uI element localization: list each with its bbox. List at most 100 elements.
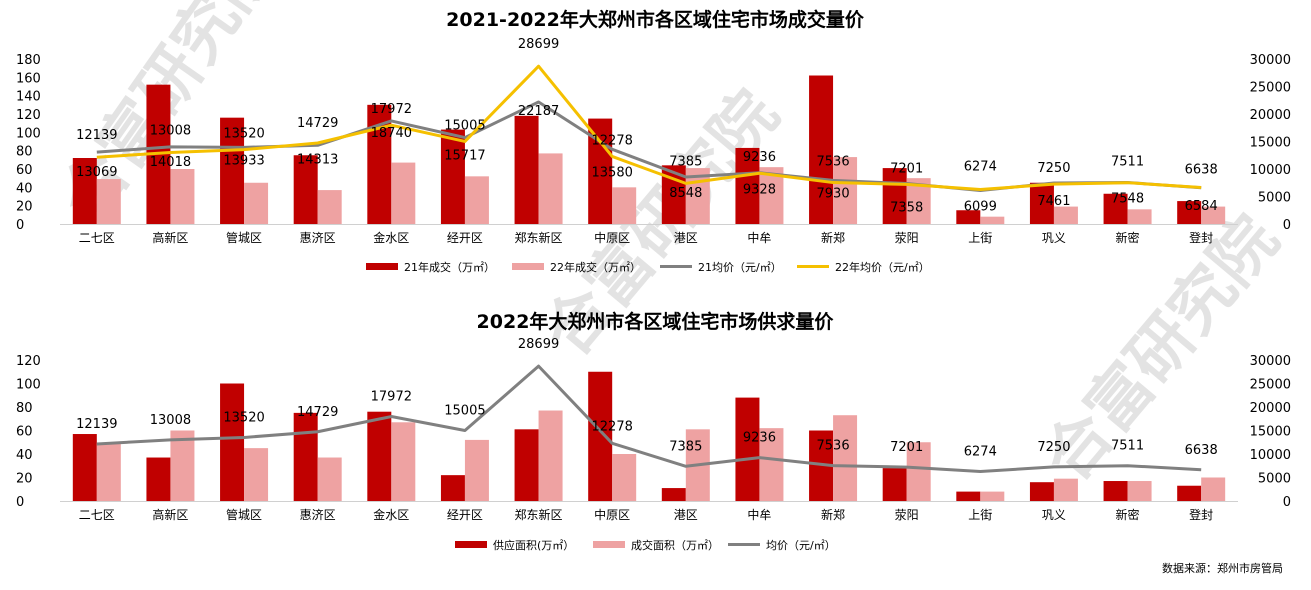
y-tick-label: 100 xyxy=(16,378,41,393)
chart-title: 2022年大郑州市各区域住宅市场供求量价 xyxy=(477,310,835,333)
category-label: 高新区 xyxy=(152,230,188,245)
legend-swatch-bar xyxy=(512,263,544,270)
category-label: 荥阳 xyxy=(895,231,919,245)
bar-dark xyxy=(293,155,318,224)
data-label-upper: 13008 xyxy=(150,123,191,138)
bar-light xyxy=(538,153,563,224)
category-label: 新密 xyxy=(1116,230,1140,245)
bar-dark xyxy=(1029,482,1054,501)
data-label-lower: 7930 xyxy=(817,186,850,201)
y2-tick-label: 20000 xyxy=(1250,401,1291,416)
data-label-lower: 6099 xyxy=(964,199,997,214)
legend-swatch-bar xyxy=(366,263,398,270)
data-label-upper: 7511 xyxy=(1111,439,1144,454)
data-label-upper: 6638 xyxy=(1185,162,1218,177)
bar-light xyxy=(833,415,858,501)
data-label-upper: 7250 xyxy=(1037,161,1070,176)
data-label-lower: 6584 xyxy=(1185,199,1218,214)
bar-light xyxy=(980,491,1005,501)
bar-dark xyxy=(1103,481,1128,501)
y2-tick-label: 0 xyxy=(1283,218,1291,233)
bar-dark xyxy=(367,411,392,501)
lower-chart: 0 20 40 60 80 100 120 0 5000 10000 15000 20000 25000… xyxy=(16,337,1291,552)
bar-light xyxy=(833,157,858,224)
y-tick-label: 0 xyxy=(16,495,24,510)
y-tick-label: 180 xyxy=(16,53,41,68)
category-label: 港区 xyxy=(674,231,698,245)
bar-dark xyxy=(514,429,539,501)
category-label: 经开区 xyxy=(447,231,483,245)
category-label: 中原区 xyxy=(594,230,630,245)
category-label: 新郑 xyxy=(821,507,845,522)
data-label-lower: 8548 xyxy=(669,186,702,201)
category-label: 中原区 xyxy=(594,507,630,522)
legend-label: 22年成交（万㎡） xyxy=(550,260,641,274)
bar-dark xyxy=(956,491,981,501)
legend-label: 21均价（元/㎡） xyxy=(698,261,782,274)
category-label: 经开区 xyxy=(447,508,483,522)
data-label-lower: 13069 xyxy=(76,165,117,180)
category-label: 郑东新区 xyxy=(515,507,563,522)
y2-tick-label: 30000 xyxy=(1250,53,1291,68)
y-tick-label: 140 xyxy=(16,90,41,105)
y-tick-label: 40 xyxy=(16,448,33,463)
y2-tick-label: 5000 xyxy=(1258,191,1291,206)
data-label-upper: 13008 xyxy=(150,413,191,428)
chart-title: 2021-2022年大郑州市各区域住宅市场成交量价 xyxy=(446,8,865,31)
category-label: 中牟 xyxy=(747,230,771,245)
line-series-gold xyxy=(96,64,1202,191)
bar-light xyxy=(170,430,195,501)
y-tick-label: 120 xyxy=(16,354,41,369)
data-label-lower: 7548 xyxy=(1111,191,1144,206)
bar-light xyxy=(1201,206,1226,224)
category-label: 巩义 xyxy=(1042,231,1066,245)
data-label-upper: 6274 xyxy=(964,159,997,174)
legend-label: 21年成交（万㎡） xyxy=(404,260,495,274)
category-label: 金水区 xyxy=(373,507,409,522)
category-label: 登封 xyxy=(1189,507,1213,522)
line-series-gray xyxy=(96,100,1202,192)
category-label: 中牟 xyxy=(747,507,771,522)
category-label: 港区 xyxy=(674,508,698,522)
category-label: 上街 xyxy=(968,508,992,522)
bar-light xyxy=(1127,481,1152,501)
bar-light xyxy=(244,182,269,224)
category-label: 惠济区 xyxy=(300,507,336,522)
data-label-upper: 7536 xyxy=(817,439,850,454)
data-label-upper: 15005 xyxy=(444,403,485,418)
bar-dark xyxy=(661,488,686,501)
bar-light xyxy=(1053,206,1078,224)
y-tick-label: 0 xyxy=(16,218,24,233)
data-label-upper: 7250 xyxy=(1037,440,1070,455)
data-label-lower: 7461 xyxy=(1037,194,1070,209)
category-label: 登封 xyxy=(1189,230,1213,245)
bar-light xyxy=(759,428,784,501)
data-label-upper: 28699 xyxy=(518,337,559,352)
y-tick-label: 20 xyxy=(16,472,33,487)
category-label: 管城区 xyxy=(226,507,262,522)
bar-light xyxy=(96,179,121,224)
category-label: 二七区 xyxy=(79,508,115,522)
bar-light xyxy=(96,443,121,501)
bar-light xyxy=(170,169,195,224)
data-label-upper: 7201 xyxy=(890,161,923,176)
bar-light xyxy=(612,187,637,224)
y2-tick-label: 25000 xyxy=(1250,81,1291,96)
category-label: 高新区 xyxy=(152,507,188,522)
bar-dark xyxy=(588,371,613,501)
category-label: 巩义 xyxy=(1042,508,1066,522)
category-label: 荥阳 xyxy=(895,508,919,522)
data-label-lower: 18740 xyxy=(371,126,412,141)
bar-dark xyxy=(440,129,465,224)
data-label-upper: 15005 xyxy=(444,118,485,133)
y2-tick-label: 5000 xyxy=(1258,472,1291,487)
y2-tick-label: 10000 xyxy=(1250,448,1291,463)
bar-dark xyxy=(220,383,245,501)
data-label-lower: 7358 xyxy=(890,201,923,216)
data-label-lower: 9328 xyxy=(743,183,776,198)
category-label: 惠济区 xyxy=(300,230,336,245)
bar-dark xyxy=(735,147,760,224)
data-label-upper: 12139 xyxy=(76,417,117,432)
data-label-lower: 13580 xyxy=(592,165,633,180)
